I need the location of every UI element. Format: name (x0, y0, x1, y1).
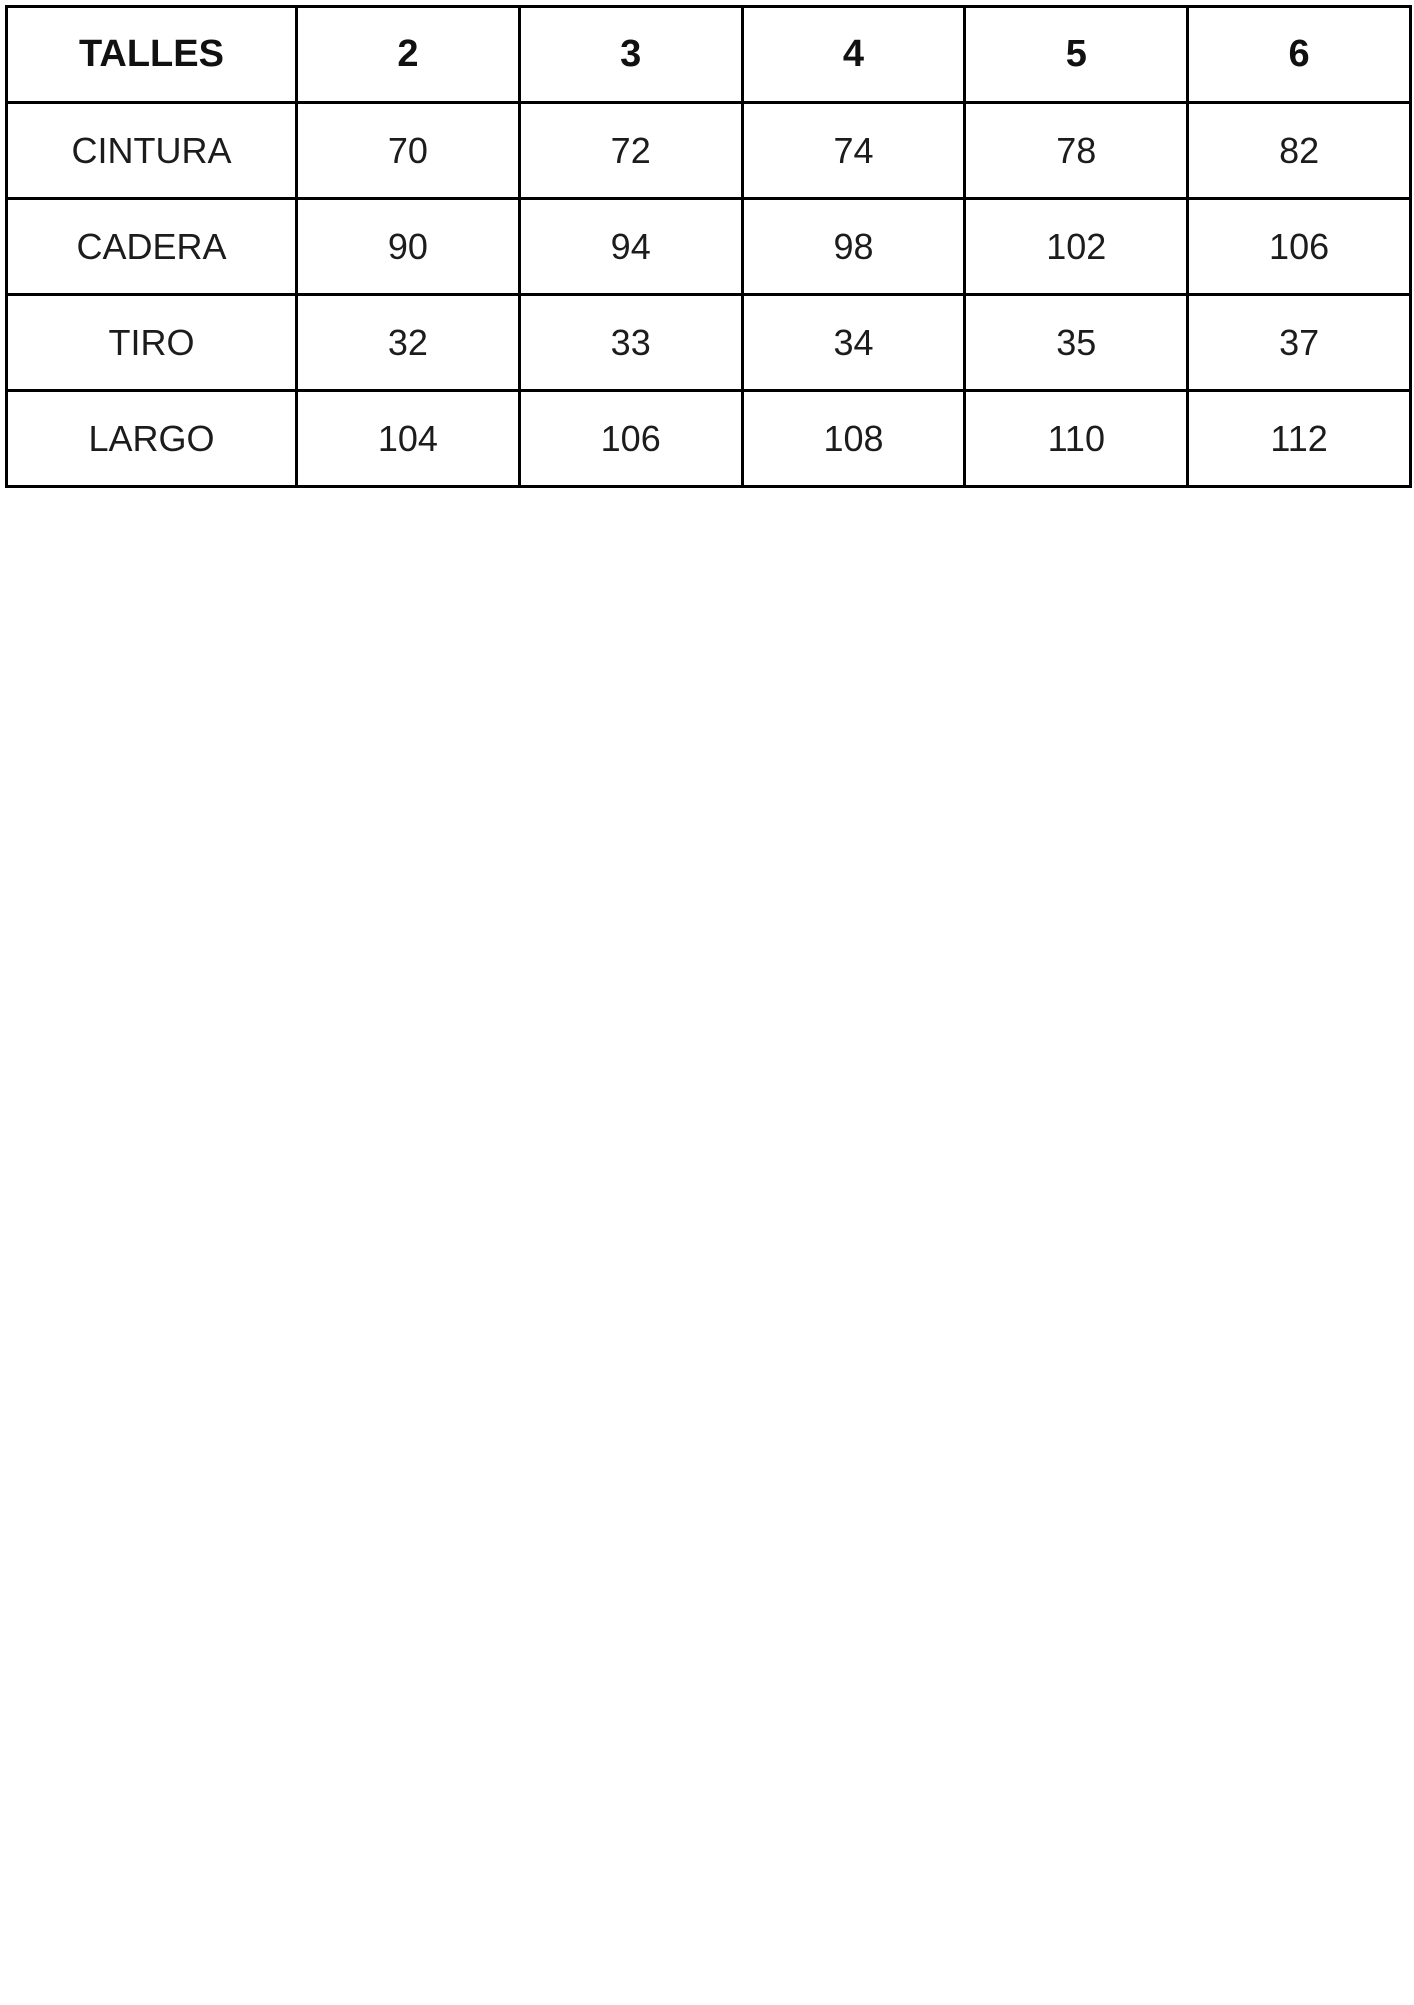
table-cell: 110 (963, 389, 1190, 488)
table-cell: 74 (740, 101, 967, 200)
header-row: TALLES 2 3 4 5 6 (5, 5, 1412, 104)
table-cell: 82 (1186, 101, 1412, 200)
column-header-size-2: 2 (295, 5, 521, 104)
table-cell: 78 (963, 101, 1190, 200)
table-cell: 35 (963, 293, 1190, 392)
row-label-tiro: TIRO (5, 293, 298, 392)
row-label-largo: LARGO (5, 389, 298, 488)
table-cell: 32 (295, 293, 521, 392)
size-chart-table: TALLES 2 3 4 5 6 CINTURA 70 72 74 78 82 … (5, 5, 1412, 488)
table-cell: 70 (295, 101, 521, 200)
table-cell: 104 (295, 389, 521, 488)
table-cell: 37 (1186, 293, 1412, 392)
table-cell: 102 (963, 197, 1190, 296)
table-cell: 106 (1186, 197, 1412, 296)
table-row-cintura: CINTURA 70 72 74 78 82 (5, 101, 1412, 200)
column-header-talles: TALLES (5, 5, 298, 104)
page: TALLES 2 3 4 5 6 CINTURA 70 72 74 78 82 … (0, 5, 1414, 2005)
table-cell: 108 (740, 389, 967, 488)
column-header-size-3: 3 (517, 5, 744, 104)
column-header-size-4: 4 (740, 5, 967, 104)
table-cell: 72 (517, 101, 744, 200)
table-cell: 106 (517, 389, 744, 488)
table-row-largo: LARGO 104 106 108 110 112 (5, 389, 1412, 488)
table-cell: 90 (295, 197, 521, 296)
table-cell: 34 (740, 293, 967, 392)
table-cell: 98 (740, 197, 967, 296)
column-header-size-5: 5 (963, 5, 1190, 104)
row-label-cadera: CADERA (5, 197, 298, 296)
column-header-size-6: 6 (1186, 5, 1412, 104)
table-cell: 94 (517, 197, 744, 296)
row-label-cintura: CINTURA (5, 101, 298, 200)
table-cell: 112 (1186, 389, 1412, 488)
table-row-cadera: CADERA 90 94 98 102 106 (5, 197, 1412, 296)
table-row-tiro: TIRO 32 33 34 35 37 (5, 293, 1412, 392)
table-cell: 33 (517, 293, 744, 392)
